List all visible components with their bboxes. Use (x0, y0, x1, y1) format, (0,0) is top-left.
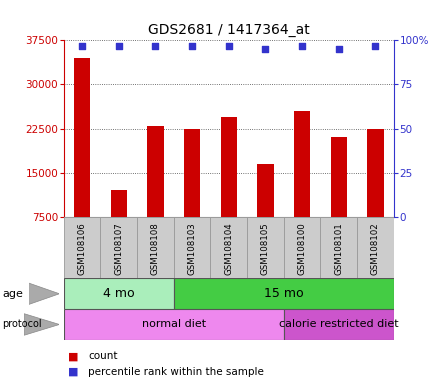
Bar (64, 278, 174, 309)
Text: GSM108107: GSM108107 (114, 222, 123, 275)
Polygon shape (24, 314, 59, 335)
Bar (247, 217, 284, 278)
Bar (100, 217, 137, 278)
Text: percentile rank within the sample: percentile rank within the sample (88, 367, 264, 377)
Text: age: age (2, 289, 23, 299)
Bar (320, 217, 357, 278)
Bar (64, 309, 284, 340)
Text: GSM108101: GSM108101 (334, 222, 343, 275)
Text: protocol: protocol (2, 319, 42, 329)
Text: calorie restricted diet: calorie restricted diet (279, 319, 399, 329)
Point (262, 46, 269, 52)
Point (335, 46, 342, 52)
Polygon shape (29, 283, 59, 305)
Text: GSM108102: GSM108102 (371, 222, 380, 275)
Bar (294, 111, 310, 217)
Bar (284, 217, 320, 278)
Point (189, 43, 196, 49)
Bar (330, 137, 347, 217)
Bar (284, 309, 394, 340)
Bar (74, 58, 90, 217)
Text: ■: ■ (68, 351, 79, 361)
Text: 15 mo: 15 mo (264, 287, 304, 300)
Bar (64, 217, 100, 278)
Bar (367, 129, 384, 217)
Text: count: count (88, 351, 117, 361)
Text: normal diet: normal diet (142, 319, 206, 329)
Bar (174, 217, 210, 278)
Bar (210, 217, 247, 278)
Bar (110, 190, 127, 217)
Text: GSM108105: GSM108105 (261, 222, 270, 275)
Bar (174, 278, 394, 309)
Point (372, 43, 379, 49)
Bar (357, 217, 394, 278)
Text: ■: ■ (68, 367, 79, 377)
Bar (220, 117, 237, 217)
Point (152, 43, 159, 49)
Text: GSM108100: GSM108100 (297, 222, 307, 275)
Bar (147, 126, 164, 217)
Text: GSM108108: GSM108108 (151, 222, 160, 275)
Bar (257, 164, 274, 217)
Bar (137, 217, 174, 278)
Point (225, 43, 232, 49)
Text: 4 mo: 4 mo (103, 287, 135, 300)
Bar (184, 129, 200, 217)
Title: GDS2681 / 1417364_at: GDS2681 / 1417364_at (148, 23, 310, 36)
Text: GSM108103: GSM108103 (187, 222, 197, 275)
Point (79, 43, 86, 49)
Text: GSM108104: GSM108104 (224, 222, 233, 275)
Text: GSM108106: GSM108106 (77, 222, 87, 275)
Point (115, 43, 122, 49)
Point (299, 43, 306, 49)
